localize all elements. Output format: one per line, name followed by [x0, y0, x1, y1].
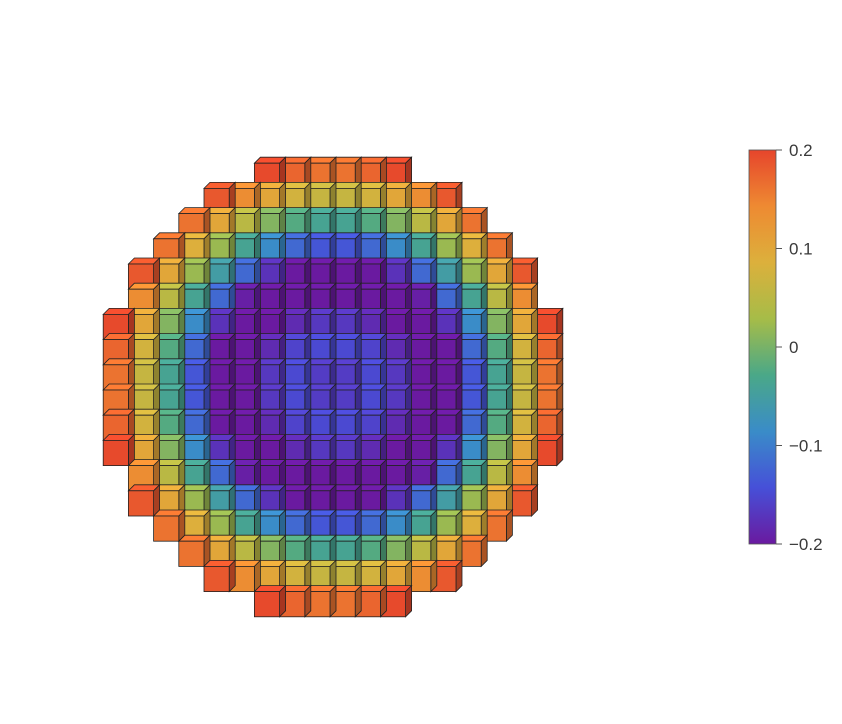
voxel-grid [102, 156, 564, 618]
voxel-cube [404, 559, 438, 593]
colorbar-gradient [748, 149, 777, 545]
colorbar-tick-label: 0.1 [789, 240, 813, 259]
voxel-cube [379, 584, 413, 618]
voxel-cube [253, 584, 287, 618]
voxel-cube [127, 282, 161, 316]
voxel-cube [127, 483, 161, 517]
colorbar-tick-label: 0.2 [789, 141, 813, 160]
voxel-cube [379, 231, 413, 265]
colorbar-ticks: 0.2 0.1 0 −0.1 −0.2 [776, 141, 823, 554]
colorbar: 0.2 0.1 0 −0.1 −0.2 [748, 141, 823, 554]
colorbar-tick-label: 0 [789, 338, 798, 357]
voxel-cube [177, 534, 211, 568]
voxel-cube [354, 156, 388, 190]
colorbar-tick-label: −0.2 [789, 535, 823, 554]
voxel-cube [152, 509, 186, 543]
colorbar-tick-label: −0.1 [789, 437, 823, 456]
voxel-cube [505, 483, 539, 517]
voxel-cube [203, 559, 237, 593]
voxel-cube [102, 433, 136, 467]
